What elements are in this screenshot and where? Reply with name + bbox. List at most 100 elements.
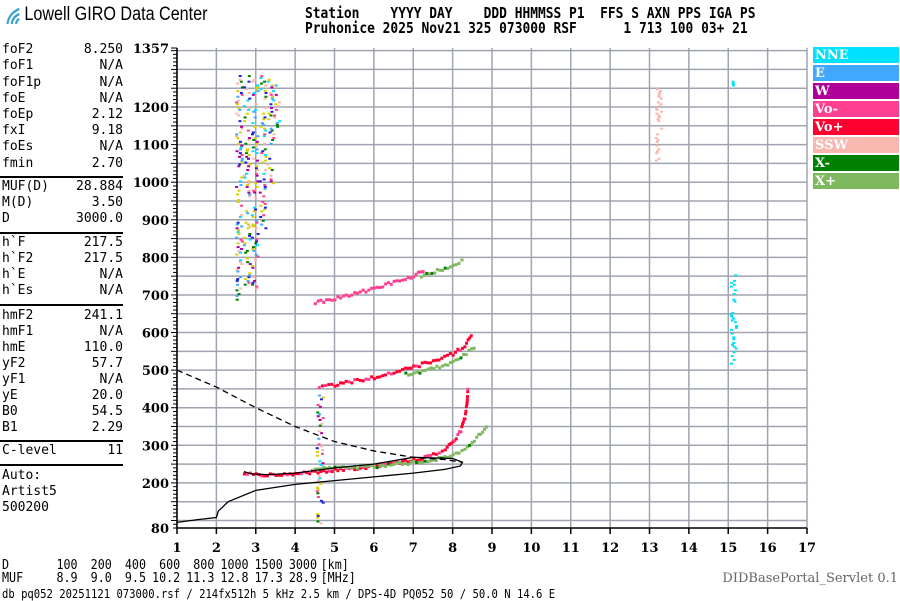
echo-point xyxy=(266,80,270,83)
echo-point xyxy=(246,99,250,102)
echo-point xyxy=(319,482,323,485)
echo-point xyxy=(237,229,241,232)
legend-item-e: E xyxy=(813,65,899,81)
echo-point xyxy=(270,129,274,132)
echo-point xyxy=(732,293,736,296)
echo-point xyxy=(238,152,242,155)
echo-point xyxy=(247,182,251,185)
x-tick-label: 1 xyxy=(172,541,181,556)
echo-point xyxy=(317,430,321,433)
echo-point xyxy=(469,334,473,338)
echo-point xyxy=(429,361,433,365)
echo-point xyxy=(247,195,251,198)
echo-point xyxy=(259,76,263,79)
echo-point xyxy=(392,371,396,375)
echo-point xyxy=(244,172,248,175)
echo-point xyxy=(409,276,413,280)
echo-point xyxy=(428,272,431,276)
header-values: Pruhonice 2025 Nov21 325 073000 RSF 1 71… xyxy=(305,19,748,37)
echo-point xyxy=(247,138,251,141)
echo-point xyxy=(251,146,255,149)
echo-point xyxy=(464,353,468,357)
echo-point xyxy=(318,413,322,416)
echo-point xyxy=(425,271,429,275)
echo-point xyxy=(264,153,268,156)
echo-point xyxy=(250,236,254,239)
echo-point xyxy=(244,152,248,155)
echo-point xyxy=(245,155,249,158)
echo-point xyxy=(429,453,433,457)
echo-point xyxy=(430,271,434,275)
legend-item-vominus: Vo- xyxy=(813,101,899,117)
echo-point xyxy=(412,459,416,463)
file-info: db pq052 20251121 073000.rsf / 214fx512h… xyxy=(2,587,556,601)
echo-point xyxy=(370,286,374,290)
echo-point xyxy=(315,450,319,453)
echo-point xyxy=(260,161,264,164)
echo-point xyxy=(347,465,351,469)
echo-point xyxy=(412,371,416,375)
echo-point xyxy=(272,99,276,102)
echo-point xyxy=(732,84,736,87)
echo-point xyxy=(255,165,259,168)
echo-point xyxy=(461,346,465,350)
echo-point xyxy=(247,157,251,160)
echo-point xyxy=(386,371,390,375)
echo-point xyxy=(421,369,425,373)
echo-point xyxy=(237,189,241,192)
echo-point xyxy=(423,454,427,458)
echo-point xyxy=(236,242,240,245)
echo-point xyxy=(256,180,260,183)
param-fmin: fmin 2.70 xyxy=(2,156,123,172)
echo-point xyxy=(245,249,249,252)
echo-point xyxy=(372,377,376,381)
echo-point xyxy=(655,108,659,111)
param-value: 20.0 xyxy=(91,388,123,403)
echo-point xyxy=(398,369,402,373)
divider xyxy=(0,176,123,178)
x-tick-label: 13 xyxy=(640,541,658,556)
echo-point xyxy=(451,359,455,363)
echo-point xyxy=(247,91,251,94)
echo-point xyxy=(240,157,244,160)
echo-point xyxy=(330,470,334,474)
echo-point xyxy=(461,422,465,426)
echo-point xyxy=(333,298,337,302)
echo-point xyxy=(458,349,462,353)
echo-point xyxy=(269,114,273,117)
echo-point xyxy=(483,427,487,431)
echo-point xyxy=(403,278,407,282)
echo-point xyxy=(243,120,247,123)
echo-point xyxy=(347,294,351,298)
echo-point xyxy=(347,467,351,471)
echo-point xyxy=(321,462,325,465)
echo-point xyxy=(254,219,258,222)
echo-point xyxy=(255,240,259,243)
echo-point xyxy=(237,142,241,145)
echo-point xyxy=(732,358,736,361)
echo-point xyxy=(733,300,737,303)
echo-point xyxy=(448,454,452,458)
echo-point xyxy=(237,99,241,102)
echo-point xyxy=(252,78,256,81)
echo-point xyxy=(251,246,255,249)
echo-point xyxy=(409,460,413,464)
muf-label: MUF xyxy=(2,571,24,586)
echo-point xyxy=(239,238,243,241)
echo-point xyxy=(470,441,474,445)
echo-point xyxy=(316,411,320,414)
param-value: 241.1 xyxy=(83,308,123,323)
echo-point xyxy=(248,97,252,100)
muf-value: 12.8 xyxy=(220,571,249,586)
echo-point xyxy=(319,464,323,467)
d-value: 1500 xyxy=(254,558,283,573)
param-hf2: h`F2 217.5 xyxy=(2,251,123,267)
echo-point xyxy=(272,137,276,140)
echo-point xyxy=(270,84,274,87)
echo-point xyxy=(446,266,450,270)
y-tick-label: 200 xyxy=(142,477,169,492)
echo-point xyxy=(236,221,240,224)
param-ye: yE 20.0 xyxy=(2,388,123,404)
echo-point xyxy=(389,372,393,376)
echo-point xyxy=(269,107,273,110)
